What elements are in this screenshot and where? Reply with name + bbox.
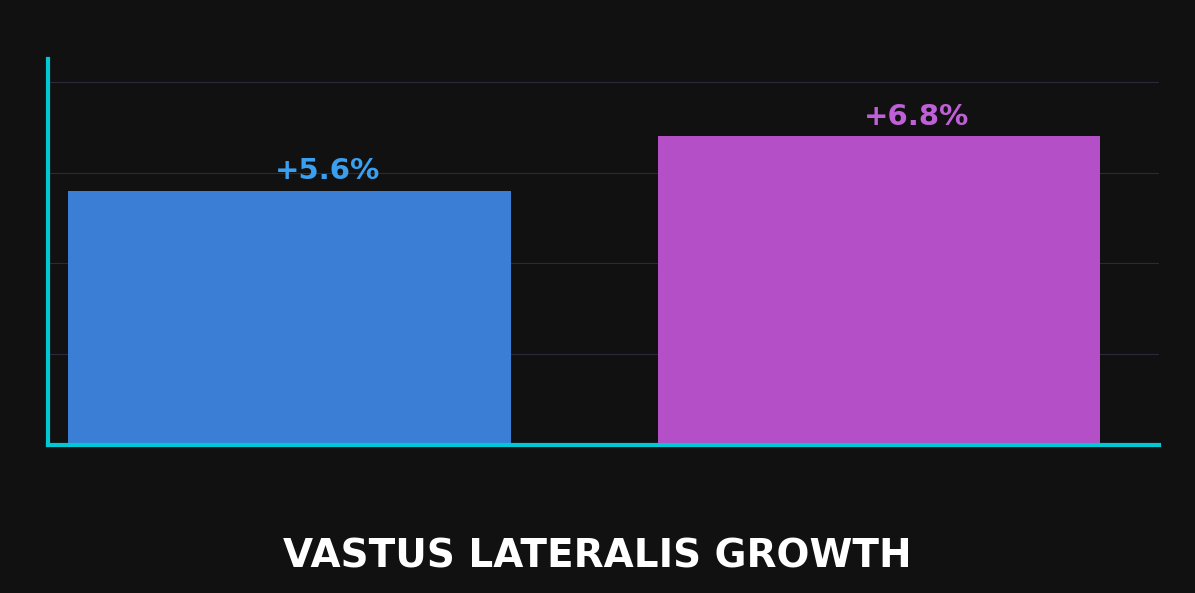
Text: +5.6%: +5.6% bbox=[275, 157, 380, 186]
Text: +6.8%: +6.8% bbox=[864, 103, 969, 131]
Bar bbox=[658, 136, 1101, 445]
Bar bbox=[68, 191, 510, 445]
Text: VASTUS LATERALIS GROWTH: VASTUS LATERALIS GROWTH bbox=[283, 537, 912, 575]
